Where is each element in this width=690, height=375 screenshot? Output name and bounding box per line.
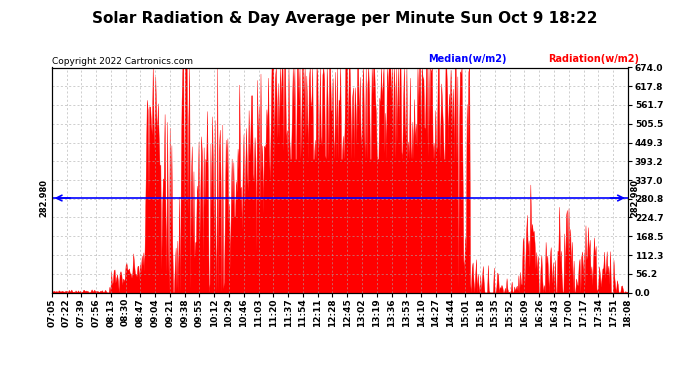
Text: Solar Radiation & Day Average per Minute Sun Oct 9 18:22: Solar Radiation & Day Average per Minute… — [92, 11, 598, 26]
Text: Copyright 2022 Cartronics.com: Copyright 2022 Cartronics.com — [52, 57, 193, 66]
Text: 282.980: 282.980 — [631, 179, 640, 217]
Text: 282.980: 282.980 — [40, 179, 49, 217]
Text: Radiation(w/m2): Radiation(w/m2) — [549, 54, 640, 64]
Text: Median(w/m2): Median(w/m2) — [428, 54, 506, 64]
